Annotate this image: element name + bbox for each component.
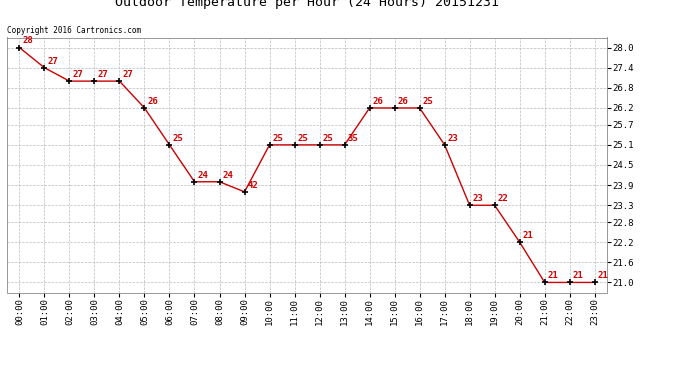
Text: 25: 25: [297, 134, 308, 143]
Text: 23: 23: [473, 194, 483, 203]
Text: 27: 27: [72, 70, 83, 79]
Text: 25: 25: [322, 134, 333, 143]
Text: 26: 26: [397, 97, 408, 106]
Text: 25: 25: [172, 134, 183, 143]
Text: 27: 27: [97, 70, 108, 79]
Text: 25: 25: [422, 97, 433, 106]
Text: 26: 26: [373, 97, 383, 106]
Text: 21: 21: [522, 231, 533, 240]
Text: 25: 25: [273, 134, 283, 143]
Text: Copyright 2016 Cartronics.com: Copyright 2016 Cartronics.com: [7, 26, 141, 35]
Text: 42: 42: [247, 181, 258, 190]
Text: 21: 21: [547, 271, 558, 280]
Text: 23: 23: [447, 134, 458, 143]
Text: 24: 24: [222, 171, 233, 180]
Text: 21: 21: [598, 271, 608, 280]
Text: 35: 35: [347, 134, 358, 143]
Text: 21: 21: [573, 271, 583, 280]
Text: 27: 27: [122, 70, 133, 79]
Text: 27: 27: [47, 57, 58, 66]
Text: 22: 22: [497, 194, 508, 203]
Title: Outdoor Temperature per Hour (24 Hours) 20151231: Outdoor Temperature per Hour (24 Hours) …: [115, 0, 499, 9]
Text: 24: 24: [197, 171, 208, 180]
Text: 26: 26: [147, 97, 158, 106]
Text: 28: 28: [22, 36, 33, 45]
